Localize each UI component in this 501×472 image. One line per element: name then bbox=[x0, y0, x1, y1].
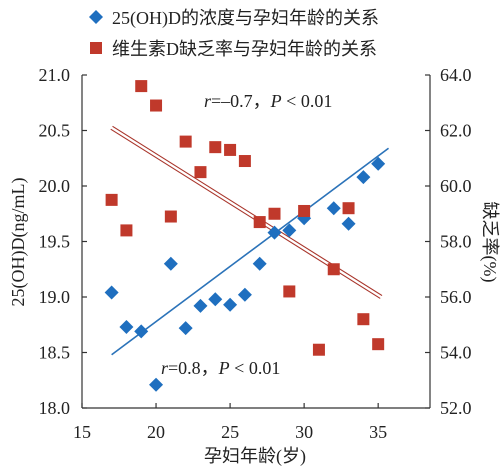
point-25ohd bbox=[149, 377, 164, 392]
point-25ohd bbox=[104, 285, 119, 300]
right-y-tick-label: 56.0 bbox=[440, 287, 472, 307]
point-deficiency-rate bbox=[135, 80, 148, 93]
point-25ohd bbox=[193, 298, 208, 313]
point-25ohd bbox=[134, 324, 149, 339]
left-y-tick-label: 18.5 bbox=[39, 343, 71, 363]
point-deficiency-rate bbox=[194, 166, 207, 179]
right-y-tick-label: 64.0 bbox=[440, 65, 472, 85]
point-deficiency-rate bbox=[179, 135, 192, 148]
point-25ohd bbox=[223, 297, 238, 312]
point-deficiency-rate bbox=[327, 263, 340, 276]
right-y-tick-label: 60.0 bbox=[440, 176, 472, 196]
left-y-tick-label: 20.5 bbox=[39, 121, 71, 141]
right-y-tick-label: 62.0 bbox=[440, 121, 472, 141]
legend-marker-25ohd-diamond bbox=[89, 10, 103, 24]
right-y-tick-label: 58.0 bbox=[440, 232, 472, 252]
point-deficiency-rate bbox=[164, 210, 177, 223]
legend-label-deficiency-rate: 维生素D缺乏率与孕妇年龄的关系 bbox=[112, 39, 377, 59]
x-tick-label: 35 bbox=[369, 422, 387, 442]
point-deficiency-rate bbox=[209, 141, 222, 154]
point-25ohd bbox=[371, 156, 386, 171]
left-y-tick-label: 21.0 bbox=[39, 65, 71, 85]
left-y-tick-label: 18.0 bbox=[39, 398, 71, 418]
point-25ohd bbox=[356, 170, 371, 185]
point-25ohd bbox=[252, 256, 267, 271]
point-25ohd bbox=[208, 292, 223, 307]
point-deficiency-rate bbox=[298, 204, 311, 217]
point-deficiency-rate bbox=[357, 313, 370, 326]
point-deficiency-rate bbox=[224, 143, 237, 156]
point-25ohd bbox=[119, 319, 134, 334]
trendline-deficiency-rate bbox=[112, 125, 383, 297]
correlation-annotation: r=0.8，P < 0.01 bbox=[161, 358, 280, 378]
x-axis-title: 孕妇年龄(岁) bbox=[204, 446, 306, 467]
point-deficiency-rate bbox=[268, 207, 281, 220]
right-y-tick-label: 54.0 bbox=[440, 343, 472, 363]
left-y-tick-label: 20.0 bbox=[39, 176, 71, 196]
point-deficiency-rate bbox=[120, 224, 133, 237]
x-tick-label: 20 bbox=[147, 422, 165, 442]
point-25ohd bbox=[267, 225, 282, 240]
point-deficiency-rate bbox=[238, 155, 251, 168]
legend-marker-deficiency-square bbox=[90, 42, 102, 54]
legend: 25(OH)D的浓度与孕妇年龄的关系 维生素D缺乏率与孕妇年龄的关系 bbox=[89, 8, 379, 59]
point-deficiency-rate bbox=[342, 202, 355, 215]
point-25ohd bbox=[282, 223, 297, 238]
point-25ohd bbox=[163, 256, 178, 271]
ticks: 15 20 25 30 35 18.0 18.5 19.0 19.5 20.0 20.5 21.0 52… bbox=[39, 65, 472, 442]
right-y-tick-label: 52.0 bbox=[440, 398, 472, 418]
point-deficiency-rate bbox=[253, 216, 266, 229]
x-tick-label: 15 bbox=[73, 422, 91, 442]
point-25ohd bbox=[237, 287, 252, 302]
legend-label-25ohd: 25(OH)D的浓度与孕妇年龄的关系 bbox=[112, 8, 379, 29]
right-y-axis-title: 缺乏率(%) bbox=[479, 202, 500, 283]
correlation-annotation: r=–0.7，P < 0.01 bbox=[204, 91, 332, 111]
point-deficiency-rate bbox=[105, 193, 118, 206]
annotations: r=–0.7，P < 0.01 r=0.8，P < 0.01 bbox=[161, 91, 332, 378]
point-deficiency-rate bbox=[372, 338, 385, 351]
data-points bbox=[104, 80, 386, 392]
left-y-axis-title: 25(OH)D(ng/mL) bbox=[8, 178, 29, 307]
trendline-deficiency-rate bbox=[110, 128, 381, 299]
point-deficiency-rate bbox=[312, 343, 325, 356]
left-y-tick-label: 19.0 bbox=[39, 287, 71, 307]
point-25ohd bbox=[326, 201, 341, 216]
point-25ohd bbox=[178, 321, 193, 336]
trendline-25ohd bbox=[111, 147, 390, 356]
x-tick-label: 30 bbox=[295, 422, 313, 442]
point-25ohd bbox=[341, 216, 356, 231]
point-deficiency-rate bbox=[150, 99, 163, 112]
x-tick-label: 25 bbox=[221, 422, 239, 442]
left-y-tick-label: 19.5 bbox=[39, 232, 71, 252]
point-deficiency-rate bbox=[283, 285, 296, 298]
